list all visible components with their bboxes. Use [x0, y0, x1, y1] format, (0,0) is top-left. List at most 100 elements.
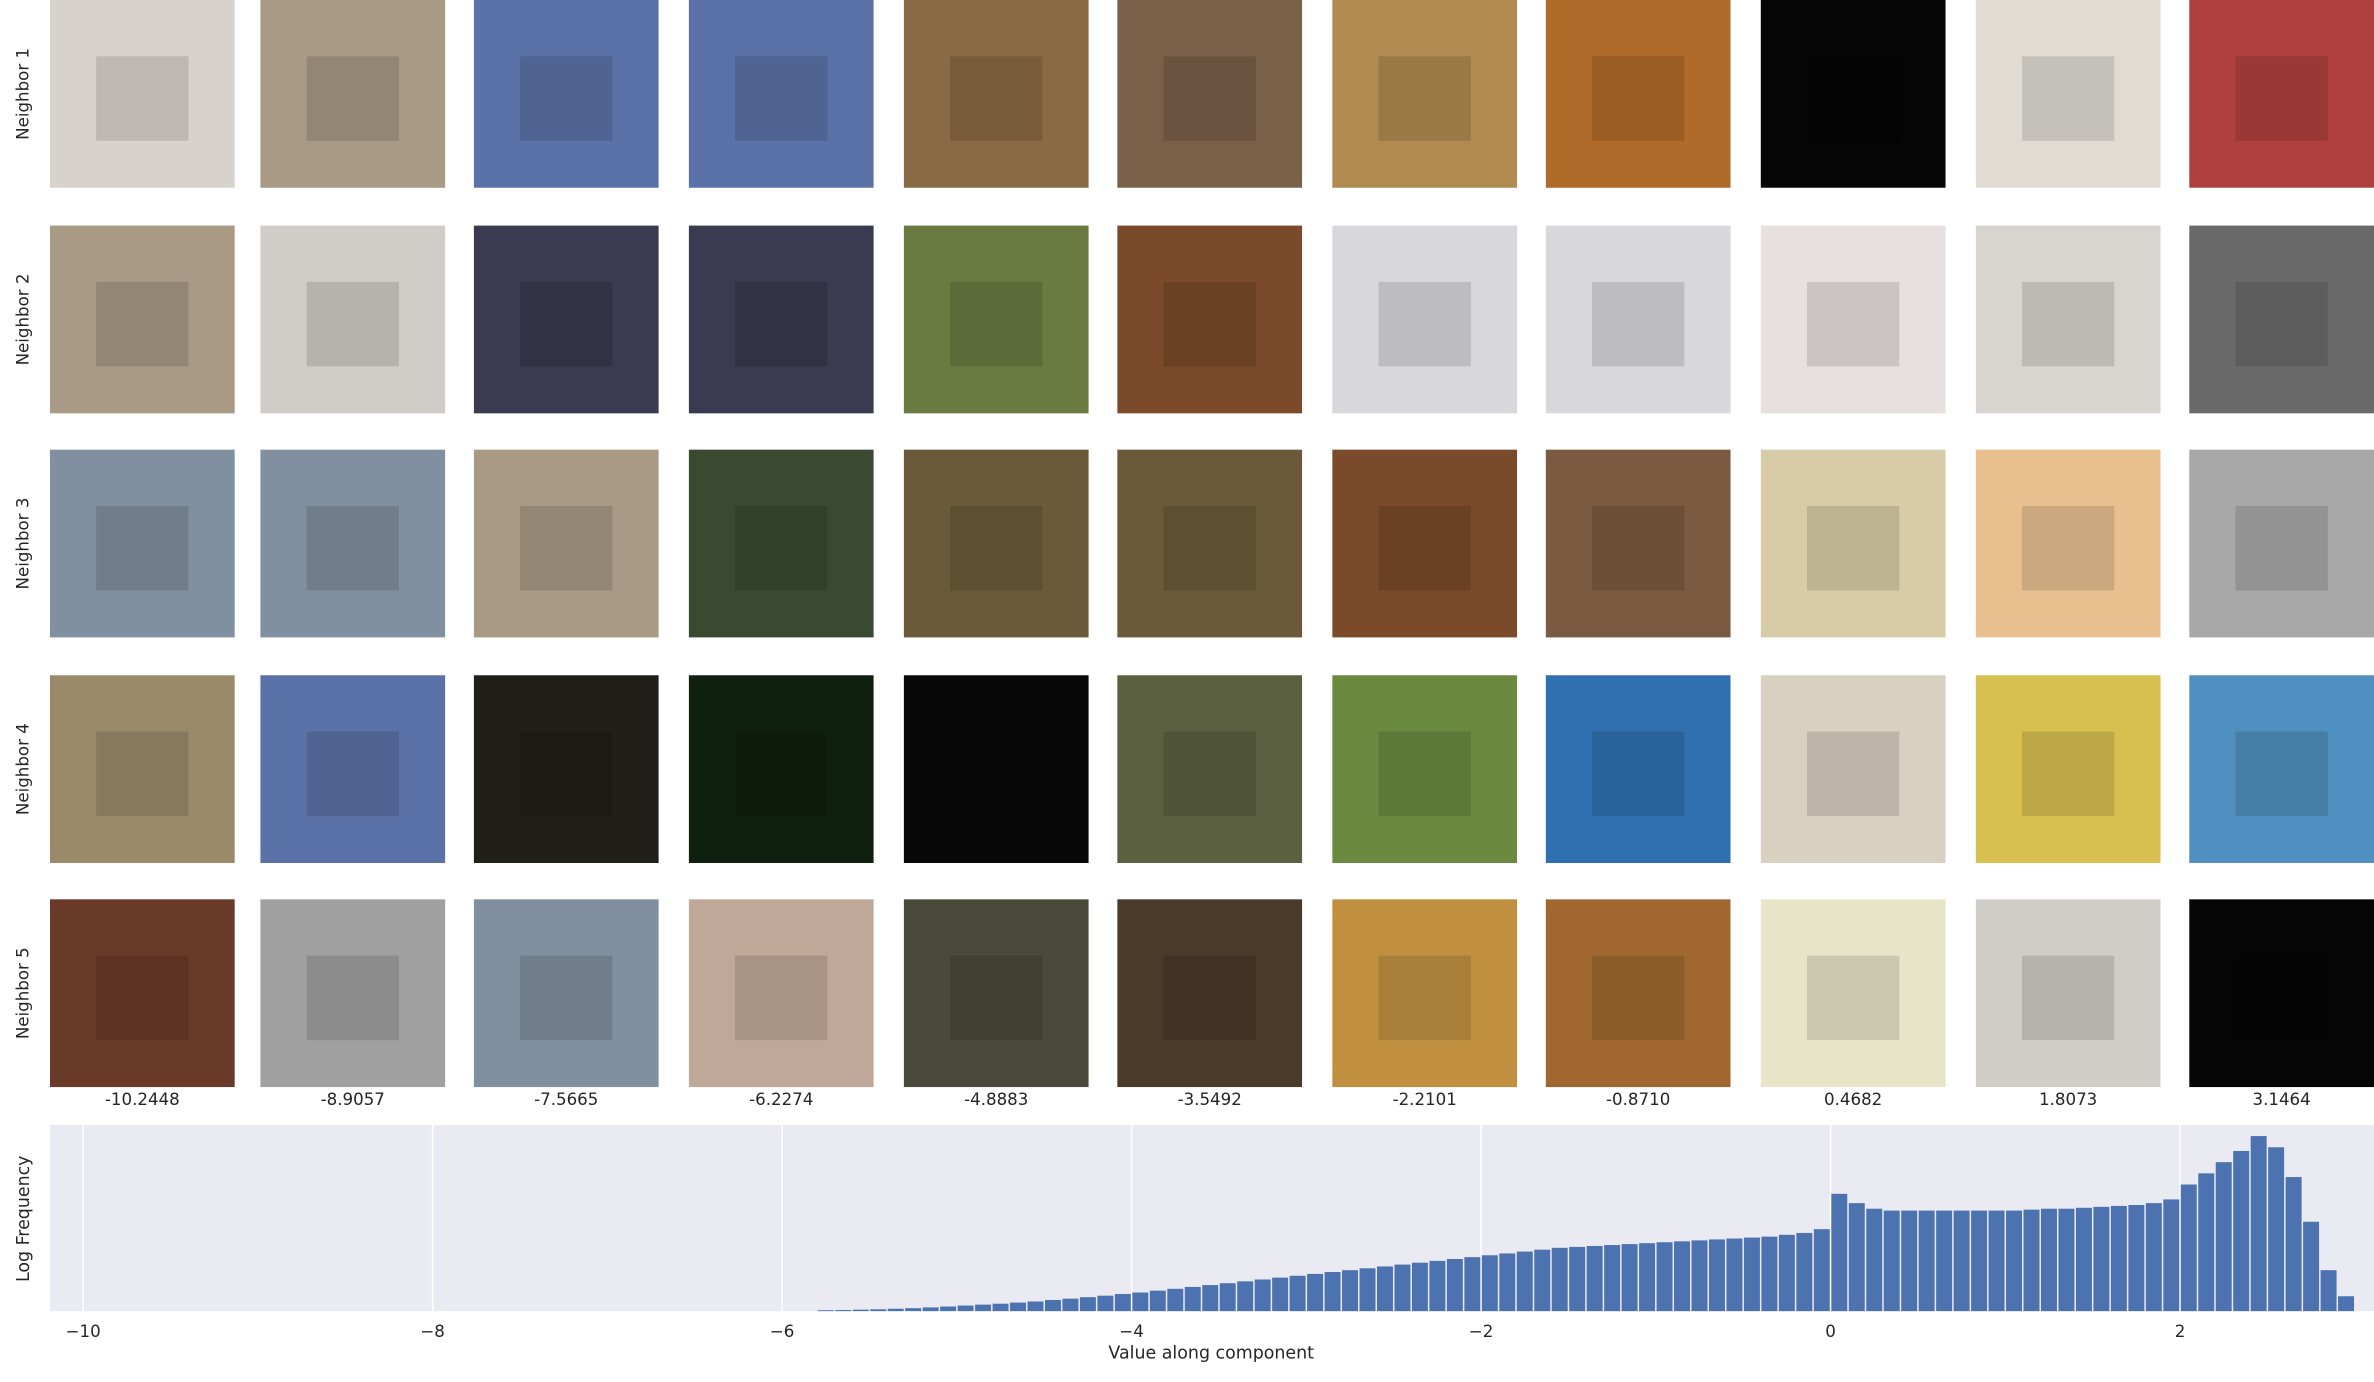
neighbor-image — [260, 225, 446, 414]
image-detail — [96, 281, 189, 367]
image-detail — [2235, 281, 2328, 367]
histogram-bar — [1604, 1245, 1621, 1312]
column-value: 1.8073 — [2039, 1090, 2097, 1109]
histogram-bar — [1079, 1297, 1096, 1312]
histogram-bar — [1254, 1279, 1271, 1312]
neighbor-image — [1975, 225, 2161, 414]
neighbor-image — [903, 0, 1089, 188]
x-tick-label: 2 — [2175, 1322, 2186, 1341]
x-tick-label: −6 — [770, 1322, 795, 1341]
histogram-bar — [1097, 1295, 1114, 1312]
histogram-bar — [1307, 1273, 1324, 1312]
neighbor-image — [2189, 0, 2374, 188]
histogram-bar — [1027, 1301, 1044, 1312]
histogram-bar — [1761, 1236, 1778, 1312]
image-detail — [1378, 56, 1471, 141]
histogram-bar — [1481, 1255, 1498, 1312]
histogram-bar — [1062, 1298, 1079, 1312]
histogram-bar — [1499, 1253, 1516, 1312]
histogram-bar — [1656, 1242, 1673, 1312]
neighbor-image — [903, 899, 1089, 1088]
histogram-bar — [835, 1310, 852, 1312]
histogram-bar — [1813, 1229, 1830, 1312]
image-detail — [1806, 281, 1900, 367]
histogram-bar — [1883, 1210, 1900, 1312]
histogram-bar — [2233, 1150, 2250, 1312]
histogram-bar — [1918, 1210, 1935, 1312]
image-detail — [520, 731, 613, 817]
neighbor-image — [688, 675, 874, 863]
column-value: 0.4682 — [1824, 1090, 1882, 1109]
neighbor-image — [1332, 225, 1518, 414]
column-value: -6.2274 — [749, 1090, 813, 1109]
histogram-bar — [1831, 1193, 1848, 1312]
neighbor-image — [1760, 675, 1946, 863]
column-value: -3.5492 — [1178, 1090, 1242, 1109]
row-label: Neighbor 1 — [14, 48, 33, 140]
histogram-bar — [2215, 1162, 2232, 1312]
histogram-bar — [852, 1309, 869, 1312]
neighbor-image — [1117, 449, 1303, 638]
image-detail — [520, 505, 613, 591]
histogram-bar — [922, 1307, 939, 1312]
image-detail — [2235, 955, 2328, 1041]
histogram-bar — [2128, 1204, 2145, 1312]
neighbor-image — [49, 0, 235, 188]
histogram-bar — [1569, 1246, 1586, 1312]
histogram-bar — [1342, 1270, 1359, 1312]
histogram-bar — [2110, 1205, 2127, 1312]
neighbor-image — [1545, 675, 1731, 863]
image-detail — [1378, 731, 1471, 817]
histogram-bar — [1184, 1286, 1201, 1312]
neighbor-image — [1332, 675, 1518, 863]
histogram-bar — [1149, 1290, 1166, 1312]
histogram-bar — [1044, 1299, 1061, 1312]
histogram-bar — [1848, 1203, 1865, 1312]
image-detail — [1592, 955, 1685, 1041]
image-detail — [950, 731, 1043, 817]
histogram-bar — [817, 1310, 834, 1312]
column-value: -2.2101 — [1393, 1090, 1457, 1109]
image-detail — [306, 731, 399, 817]
image-detail — [306, 955, 399, 1041]
image-detail — [2021, 731, 2115, 817]
image-detail — [950, 281, 1043, 367]
neighbor-image — [49, 225, 235, 414]
image-detail — [520, 281, 613, 367]
histogram-bar — [2075, 1207, 2092, 1312]
histogram-bar — [2006, 1210, 2023, 1312]
neighbor-image — [473, 899, 659, 1088]
image-detail — [950, 505, 1043, 591]
histogram-bar — [1324, 1272, 1341, 1312]
histogram-bar — [1219, 1283, 1236, 1312]
histogram-bar — [1726, 1238, 1743, 1312]
histogram-bar — [1429, 1260, 1446, 1312]
histogram-bar — [975, 1304, 992, 1312]
histogram-bar — [1988, 1210, 2005, 1312]
image-detail — [1378, 955, 1471, 1041]
neighbor-image — [1117, 675, 1303, 863]
neighbor-image — [260, 449, 446, 638]
histogram-bar — [957, 1305, 974, 1312]
neighbor-image — [2189, 449, 2374, 638]
histogram-bar — [1639, 1243, 1656, 1312]
histogram-bar — [1167, 1288, 1184, 1312]
neighbor-image — [688, 449, 874, 638]
neighbor-image — [903, 675, 1089, 863]
histogram-bar — [1796, 1232, 1813, 1312]
image-detail — [2021, 281, 2115, 367]
x-tick-label: 0 — [1825, 1322, 1836, 1341]
neighbor-image — [1975, 899, 2161, 1088]
neighbor-image — [1117, 225, 1303, 414]
histogram-bar — [1551, 1247, 1568, 1312]
neighbor-image — [1760, 899, 1946, 1088]
neighbor-image — [1545, 449, 1731, 638]
image-detail — [1592, 731, 1685, 817]
histogram-bar — [1708, 1239, 1725, 1312]
image-detail — [1163, 281, 1256, 367]
histogram-bar — [2198, 1173, 2215, 1312]
histogram-bar — [1534, 1249, 1551, 1312]
image-detail — [2235, 731, 2328, 817]
histogram-bar — [1866, 1208, 1883, 1312]
